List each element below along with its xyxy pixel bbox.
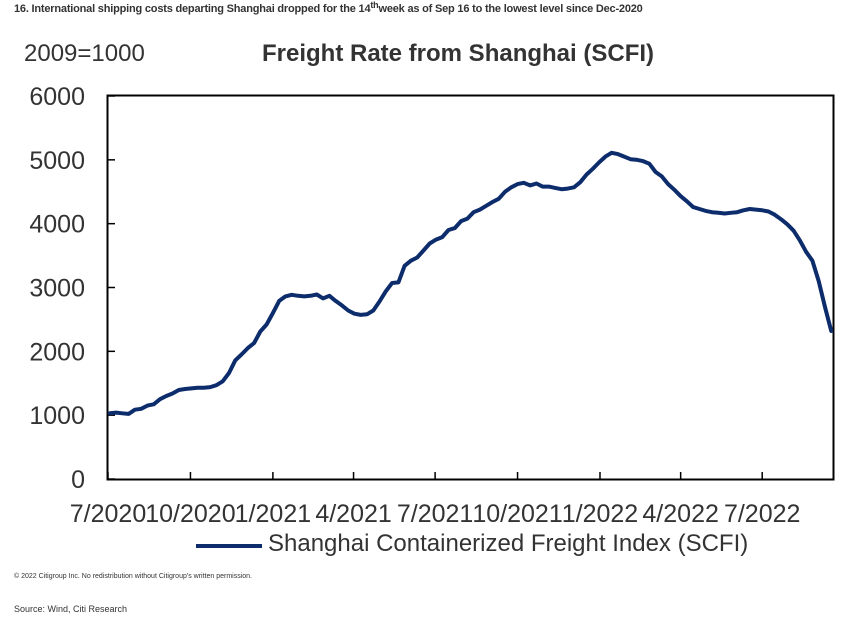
headline-text: 16. International shipping costs departi… [14, 3, 371, 15]
legend-swatch [196, 544, 262, 548]
plot-frame [106, 94, 835, 481]
y-tick-label: 3000 [29, 275, 85, 303]
x-tick-label: 10/2020 [145, 500, 235, 528]
y-tick-label: 6000 [29, 83, 85, 111]
legend-label: Shanghai Containerized Freight Index (SC… [268, 530, 749, 557]
x-tick-label: 10/2021 [472, 500, 562, 528]
x-tick-label: 7/2022 [724, 500, 800, 528]
x-tick-label: 4/2021 [315, 500, 391, 528]
headline-superscript: th [370, 0, 379, 10]
x-tick-label: 7/2020 [70, 500, 146, 528]
unit-label: 2009=1000 [24, 40, 145, 67]
y-tick-label: 5000 [29, 147, 85, 175]
copyright-note: © 2022 Citigroup Inc. No redistribution … [14, 573, 252, 580]
figure-headline: 16. International shipping costs departi… [14, 0, 643, 16]
y-tick-label: 0 [71, 466, 85, 494]
x-axis: 7/2020 10/2020 1/2021 4/2021 7/2021 10/2021 1/… [70, 472, 800, 528]
source-note: Source: Wind, Citi Research [14, 604, 128, 614]
y-tick-label: 2000 [29, 338, 85, 366]
y-tick-label: 1000 [29, 402, 85, 430]
y-axis: 0 1000 2000 3000 4000 5000 6000 [29, 83, 115, 494]
x-tick-label: 7/2021 [397, 500, 473, 528]
x-tick-label: 1/2022 [562, 500, 638, 528]
x-tick-label: 4/2022 [642, 500, 718, 528]
y-tick-label: 4000 [29, 211, 85, 239]
scfi-series-line [107, 150, 834, 416]
headline-text-end: week as of Sep 16 to the lowest level si… [378, 3, 643, 15]
x-tick-label: 1/2021 [235, 500, 311, 528]
chart-title: Freight Rate from Shanghai (SCFI) [262, 40, 655, 67]
